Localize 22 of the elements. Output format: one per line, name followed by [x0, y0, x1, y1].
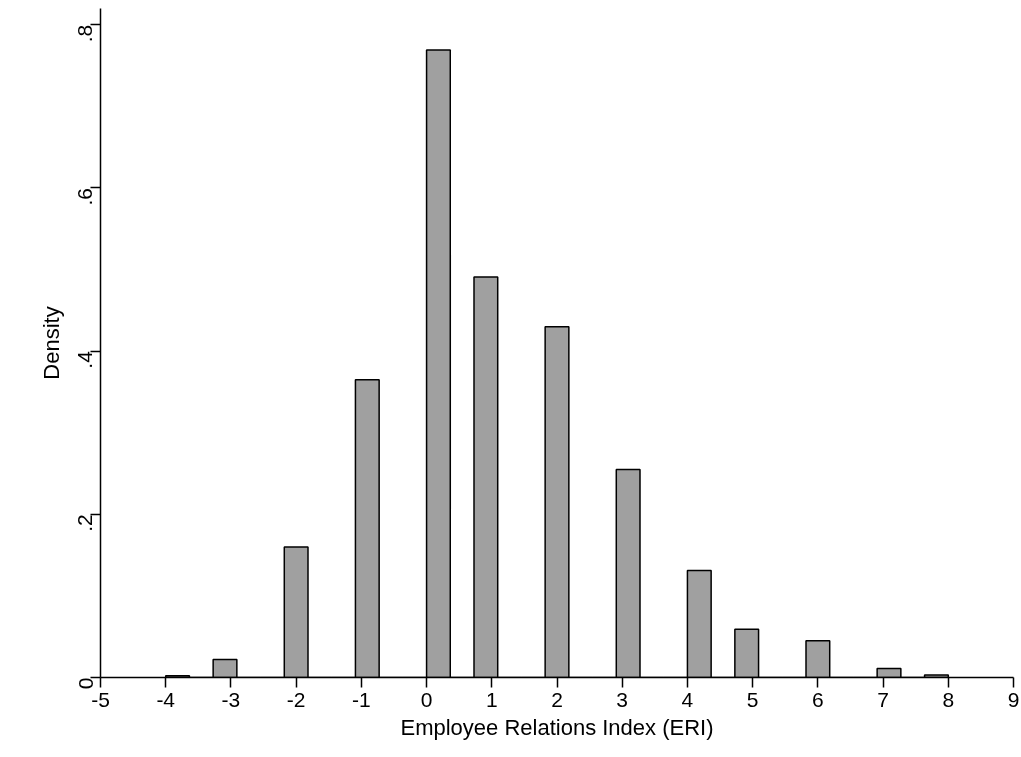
y-axis-title: Density: [38, 306, 64, 380]
x-tick-label: 7: [877, 687, 889, 711]
x-tick-label: 6: [812, 687, 824, 711]
x-tick-label: 2: [551, 687, 563, 711]
x-tick-label: 4: [681, 687, 694, 711]
x-tick-label: -4: [156, 687, 176, 711]
y-tick-label: .2: [73, 514, 97, 532]
x-axis-title: Employee Relations Index (ERI): [400, 714, 714, 740]
x-tick-label: 8: [942, 687, 955, 711]
x-tick-label: 9: [1007, 687, 1020, 711]
x-tick-label: -2: [286, 687, 306, 711]
x-tick-label: 0: [420, 687, 433, 711]
x-tick-label: -3: [221, 687, 241, 711]
y-tick-label: .4: [73, 350, 97, 369]
x-tick-label: -1: [352, 687, 371, 711]
x-tick-label: -5: [91, 687, 110, 711]
x-tick-label: 5: [746, 687, 759, 711]
y-tick-label: 0: [73, 677, 97, 690]
y-tick-label: .6: [73, 187, 97, 206]
x-tick-label: 1: [485, 687, 498, 711]
x-tick-label: 3: [616, 687, 629, 711]
y-tick-label: .8: [73, 24, 97, 43]
